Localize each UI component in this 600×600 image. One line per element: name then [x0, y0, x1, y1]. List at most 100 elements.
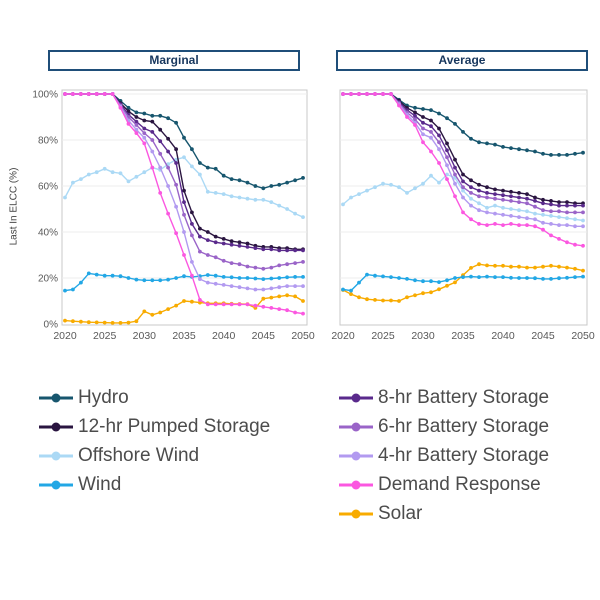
data-point-offshore-wind: [245, 196, 250, 201]
legend-label-hydro: Hydro: [78, 386, 129, 408]
data-point-wind: [541, 277, 545, 281]
data-point-6-hr-battery-storage: [237, 262, 242, 267]
series-offshore-wind: [63, 155, 305, 220]
data-point-solar: [549, 263, 553, 268]
data-point-hydro: [198, 161, 202, 165]
data-point-wind: [110, 273, 115, 278]
data-point-4-hr-battery-storage: [150, 149, 155, 154]
data-point-6-hr-battery-storage: [142, 131, 147, 136]
data-point-12-hr-pumped-storage: [509, 189, 513, 194]
data-point-demand-response: [349, 92, 353, 96]
data-point-12-hr-pumped-storage: [213, 234, 218, 239]
data-point-demand-response: [365, 92, 369, 96]
data-point-offshore-wind: [413, 186, 417, 191]
data-point-offshore-wind: [469, 196, 473, 201]
data-point-8-hr-battery-storage: [269, 247, 274, 252]
data-point-demand-response: [573, 242, 577, 247]
data-point-4-hr-battery-storage: [525, 216, 529, 221]
data-point-6-hr-battery-storage: [461, 185, 465, 190]
data-point-solar: [79, 319, 83, 324]
data-point-solar: [110, 321, 115, 325]
data-point-4-hr-battery-storage: [134, 127, 139, 132]
data-point-8-hr-battery-storage: [453, 165, 457, 170]
data-point-8-hr-battery-storage: [533, 199, 537, 203]
data-point-demand-response: [493, 222, 497, 226]
data-point-demand-response: [397, 103, 401, 108]
data-point-hydro: [429, 108, 433, 112]
data-point-offshore-wind: [63, 195, 67, 200]
data-point-12-hr-pumped-storage: [205, 230, 210, 234]
data-point-wind: [118, 274, 123, 279]
data-point-12-hr-pumped-storage: [166, 136, 171, 141]
data-point-hydro: [469, 136, 473, 141]
data-point-wind: [501, 275, 505, 279]
data-point-6-hr-battery-storage: [150, 138, 155, 142]
data-point-wind: [357, 280, 361, 285]
data-point-6-hr-battery-storage: [229, 261, 234, 265]
data-point-6-hr-battery-storage: [573, 210, 577, 215]
y-tick-label: 100%: [32, 90, 58, 101]
data-point-6-hr-battery-storage: [549, 209, 553, 214]
data-point-hydro: [277, 182, 282, 187]
data-point-wind: [525, 276, 529, 280]
legend-dot: [51, 480, 61, 489]
data-point-offshore-wind: [493, 203, 497, 208]
data-point-12-hr-pumped-storage: [190, 210, 194, 215]
legend-marker-demand-response-icon: [339, 480, 373, 489]
legend-dot: [51, 393, 61, 402]
data-point-wind: [573, 275, 577, 279]
data-point-hydro: [142, 111, 147, 116]
data-point-solar: [501, 263, 505, 268]
data-point-6-hr-battery-storage: [261, 266, 266, 271]
data-point-solar: [557, 264, 561, 269]
data-point-wind: [453, 276, 457, 280]
legend-label-12-hr-pumped-storage: 12-hr Pumped Storage: [78, 415, 271, 437]
data-point-offshore-wind: [341, 202, 345, 207]
data-point-demand-response: [389, 92, 393, 96]
data-point-solar: [134, 319, 139, 324]
data-point-offshore-wind: [269, 200, 274, 205]
data-point-demand-response: [509, 222, 513, 226]
data-point-solar: [174, 303, 179, 308]
series-demand-response: [341, 92, 585, 248]
data-point-12-hr-pumped-storage: [198, 226, 202, 231]
data-point-offshore-wind: [565, 216, 569, 221]
data-point-12-hr-pumped-storage: [437, 126, 441, 131]
data-point-wind: [445, 278, 449, 283]
data-point-offshore-wind: [461, 188, 465, 193]
data-point-6-hr-battery-storage: [158, 151, 163, 156]
data-point-4-hr-battery-storage: [445, 163, 449, 168]
data-point-6-hr-battery-storage: [565, 210, 569, 215]
data-point-demand-response: [405, 115, 409, 119]
data-point-8-hr-battery-storage: [413, 113, 417, 118]
legend-marker-12-hr-pumped-storage-icon: [39, 422, 73, 431]
data-point-offshore-wind: [421, 181, 425, 186]
data-point-wind: [253, 276, 258, 281]
data-point-hydro: [293, 178, 297, 183]
data-point-offshore-wind: [557, 215, 561, 220]
data-point-6-hr-battery-storage: [421, 126, 425, 131]
data-point-offshore-wind: [221, 192, 226, 197]
panel-average: 2020 2025 2030 2035 2040 2045 2050: [331, 89, 595, 342]
data-point-solar: [349, 292, 353, 296]
data-point-4-hr-battery-storage: [245, 286, 250, 291]
data-point-offshore-wind: [349, 195, 353, 200]
data-point-hydro: [581, 150, 585, 155]
data-point-demand-response: [182, 253, 186, 257]
data-point-4-hr-battery-storage: [182, 230, 186, 234]
data-point-4-hr-battery-storage: [493, 211, 497, 216]
data-point-offshore-wind: [71, 180, 75, 185]
data-point-wind: [373, 273, 377, 278]
data-point-solar: [517, 264, 521, 269]
data-point-offshore-wind: [581, 218, 585, 223]
data-point-12-hr-pumped-storage: [174, 147, 179, 152]
data-point-solar: [405, 295, 409, 300]
data-point-solar: [381, 298, 385, 303]
data-point-hydro: [253, 184, 258, 188]
data-point-12-hr-pumped-storage: [557, 200, 561, 205]
data-point-8-hr-battery-storage: [557, 203, 561, 208]
data-point-offshore-wind: [381, 181, 385, 186]
data-point-wind: [389, 275, 393, 279]
data-point-4-hr-battery-storage: [533, 217, 537, 222]
data-point-demand-response: [237, 302, 242, 307]
